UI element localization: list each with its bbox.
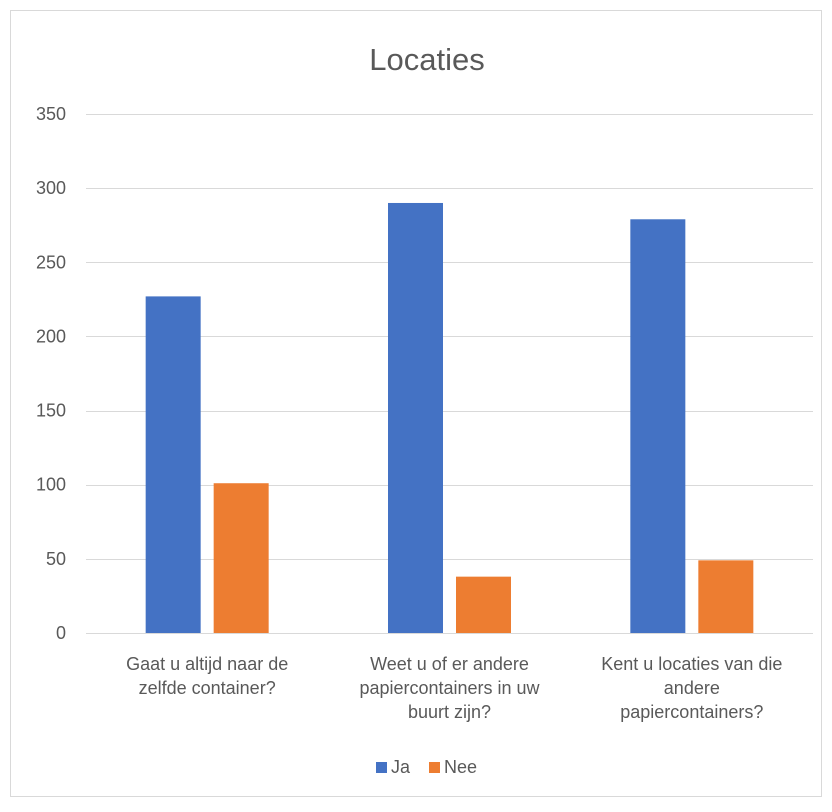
x-axis-category-labels: Gaat u altijd naar de zelfde container? We… [126,654,782,722]
y-tick-label: 150 [36,401,66,421]
x-category-label: Gaat u altijd naar de zelfde container? [126,654,288,698]
bar-ja-3 [630,219,686,634]
bar-ja-2 [388,202,443,633]
y-tick-label: 50 [46,549,66,569]
bar-nee-1 [213,483,269,633]
y-tick-label: 100 [36,475,66,495]
x-category-label: Kent u locaties van die andere papierconta… [601,654,782,722]
bars [145,202,754,634]
legend-label-ja: Ja [391,757,411,777]
bar-nee-3 [698,560,754,633]
gridlines [86,114,813,634]
x-category-label: Weet u of er andere papiercontainers in u… [359,654,540,722]
y-tick-label: 300 [36,178,66,198]
legend-swatch-nee [429,762,440,773]
y-axis-tick-labels: 0 50 100 150 200 250 300 350 [36,104,66,643]
y-tick-label: 250 [36,252,66,272]
y-tick-label: 350 [36,104,66,124]
chart-title: Locaties [369,42,484,77]
legend-label-nee: Nee [444,757,477,777]
y-tick-label: 200 [36,326,66,346]
bar-nee-2 [456,576,511,633]
legend: Ja Nee [376,757,477,777]
y-tick-label: 0 [56,623,66,643]
legend-swatch-ja [376,762,387,773]
bar-ja-1 [145,296,201,633]
